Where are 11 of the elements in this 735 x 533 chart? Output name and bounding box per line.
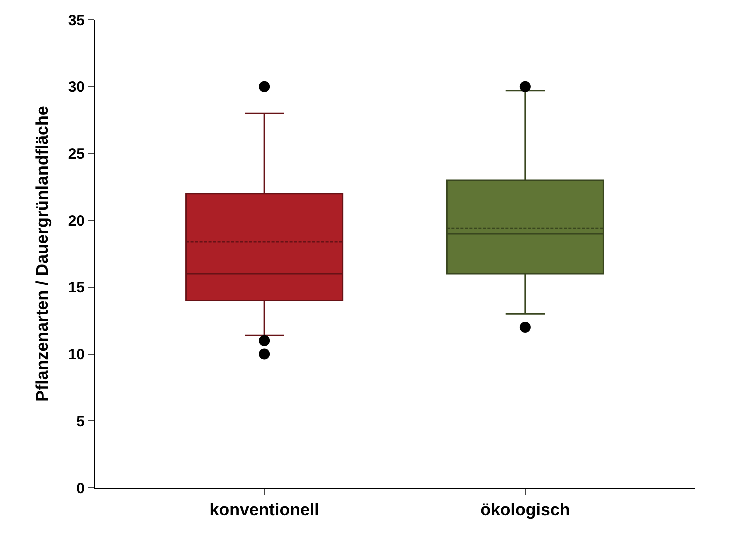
y-tick-label: 15 — [68, 280, 85, 297]
y-tick-label: 0 — [76, 480, 85, 498]
y-tick-label: 35 — [68, 12, 85, 30]
y-axis-title: Pflanzenarten / Dauergrünlandfläche — [32, 106, 52, 402]
y-tick-label: 25 — [68, 146, 85, 163]
y-tick-label: 5 — [76, 413, 85, 430]
y-tick-label: 10 — [68, 346, 85, 364]
y-tick-label: 20 — [68, 212, 85, 230]
x-tick-label: ökologisch — [480, 500, 570, 520]
x-tick-label: konventionell — [210, 500, 320, 520]
y-tick-label: 30 — [68, 79, 85, 96]
